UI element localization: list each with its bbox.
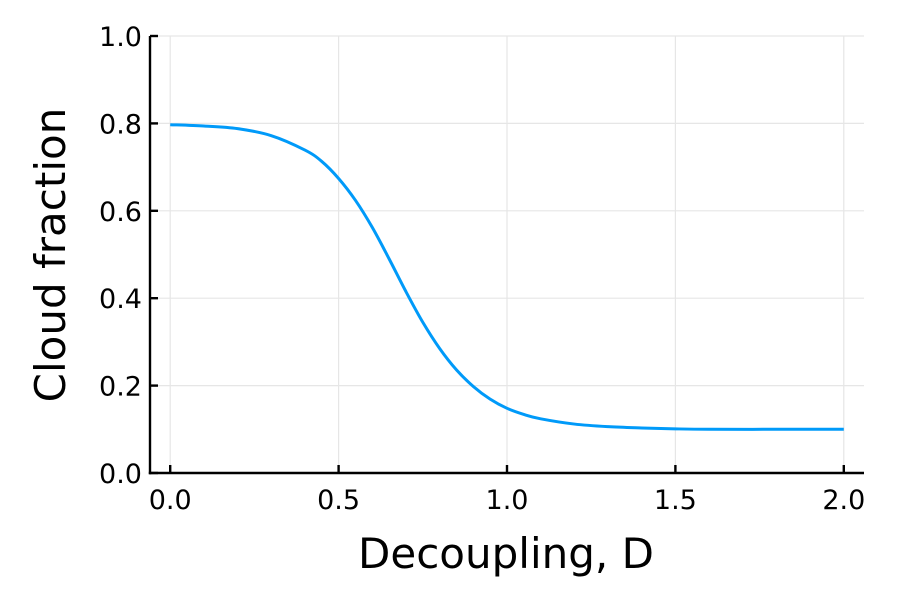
y-tick-label: 0.4 (99, 284, 142, 315)
x-tick-label: 0.5 (317, 485, 360, 516)
x-tick-label: 2.0 (822, 485, 865, 516)
x-tick-label: 1.0 (486, 485, 529, 516)
y-tick-label: 0.2 (99, 372, 142, 403)
series-layer (170, 123, 844, 431)
y-axis-title: Cloud fraction (26, 108, 75, 403)
ticks: 0.0 0.5 1.0 1.5 2.0 0.0 0.2 0.4 0.6 0.8 1.0 (99, 22, 865, 516)
y-tick-label: 0.6 (99, 197, 142, 228)
series-line (170, 123, 844, 431)
x-axis-title: Decoupling, D (358, 529, 654, 578)
x-tick-label: 1.5 (654, 485, 697, 516)
x-tick-label: 0.0 (149, 485, 192, 516)
y-tick-label: 0.0 (99, 459, 142, 490)
y-tick-label: 1.0 (99, 22, 142, 53)
y-tick-label: 0.8 (99, 109, 142, 140)
